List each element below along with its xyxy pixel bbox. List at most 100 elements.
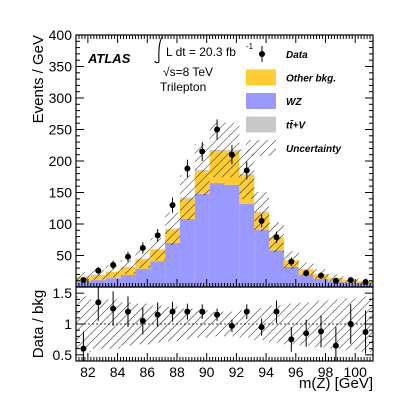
ratio-uncertainty-bin	[179, 308, 195, 340]
bar	[179, 218, 195, 287]
data-point	[80, 277, 87, 284]
marker	[199, 148, 206, 155]
legend-hatch-swatch	[246, 140, 276, 156]
y-tick-label: 400	[49, 27, 73, 43]
uncertainty-bin	[76, 271, 91, 282]
luminosity-unit-exponent: -1	[246, 42, 254, 51]
uncertainty-bin	[254, 192, 270, 232]
ratio-marker	[95, 299, 102, 306]
bar	[298, 275, 314, 287]
marker	[362, 278, 369, 285]
uncertainty-bin	[209, 122, 225, 178]
uncertainty-bin	[150, 237, 166, 261]
bar	[358, 283, 373, 287]
legend-label: Uncertainty	[286, 144, 341, 155]
ratio-uncertainty-bin	[90, 299, 106, 349]
ratio-point	[318, 315, 325, 348]
ratio-point	[95, 287, 102, 321]
bar	[343, 282, 359, 287]
ratio-point	[110, 291, 117, 326]
y-tick-label: 100	[49, 216, 73, 232]
uncertainty-bin	[194, 144, 210, 196]
x-axis: 82 84 86 88 90 92 94 96 98 100	[75, 35, 374, 380]
ratio-marker	[110, 305, 117, 312]
ratio-point	[214, 308, 221, 321]
ratio-marker	[80, 345, 87, 352]
ratio-marker	[243, 308, 250, 315]
series-wz	[76, 183, 373, 287]
data-point	[110, 260, 117, 270]
ratio-uncertainty-bin	[194, 310, 210, 338]
legend: Data Other bkg. WZ tt̄+V Uncertainty	[246, 46, 341, 156]
x-tick-label: 94	[258, 364, 274, 380]
ratio-marker	[184, 308, 191, 315]
marker	[95, 267, 102, 274]
channel-label: Trilepton	[160, 80, 206, 94]
bar	[254, 229, 270, 287]
marker	[154, 232, 161, 239]
luminosity-text: L dt = 20.3 fb	[166, 45, 236, 59]
bar	[209, 183, 225, 287]
main-panel: 50 100 150 200 250 300 350 400	[49, 27, 374, 288]
integral-sign	[154, 36, 164, 64]
ratio-panel: 0.5 1 1.5 82 84 86 88 90 92 94 96 98 100	[53, 35, 374, 380]
data-point	[124, 251, 131, 262]
data-point	[228, 145, 235, 165]
legend-label: tt̄+V	[286, 120, 307, 132]
marker	[228, 151, 235, 158]
marker	[332, 277, 339, 284]
x-tick-label: 90	[199, 364, 215, 380]
uncertainty-bin	[105, 265, 121, 278]
ratio-marker	[199, 308, 206, 315]
marker	[258, 217, 265, 224]
ratio-point	[332, 327, 339, 361]
ratio-points	[80, 287, 369, 361]
ratio-y-tick-label: 0.5	[53, 347, 73, 363]
data-point	[273, 231, 280, 243]
ratio-marker	[347, 321, 354, 327]
bar	[120, 275, 136, 287]
marker	[139, 244, 146, 251]
data-point	[243, 161, 250, 180]
x-tick-label: 84	[110, 364, 126, 380]
marker	[184, 165, 191, 172]
ratio-marker	[332, 342, 339, 349]
legend-item: tt̄+V	[246, 116, 307, 133]
x-axis-label: m(Z) [GeV]	[299, 375, 373, 392]
ratio-marker	[288, 336, 295, 343]
data-point	[332, 277, 339, 284]
uncertainty-bin	[179, 175, 195, 220]
ratio-uncertainty-bin	[239, 310, 255, 338]
ratio-point	[169, 301, 176, 322]
bar	[194, 193, 210, 287]
y-tick-label: 50	[56, 248, 72, 264]
legend-swatch	[246, 93, 276, 109]
bar	[239, 203, 255, 287]
legend-label: Other bkg.	[286, 74, 336, 85]
ratio-point	[243, 304, 250, 320]
ratio-marker	[318, 328, 325, 335]
data-point	[214, 119, 221, 140]
ratio-point	[347, 304, 354, 344]
ratio-point	[139, 307, 146, 335]
ratio-marker	[362, 329, 369, 336]
marker	[124, 253, 131, 260]
legend-item: WZ	[246, 93, 302, 109]
uncertainty-bin	[165, 212, 180, 246]
y-tick-label: 300	[49, 90, 73, 106]
data-point	[288, 257, 295, 267]
bar	[269, 250, 284, 287]
ratio-point	[303, 319, 310, 347]
bar	[135, 268, 151, 287]
ratio-y-tick-label: 1.5	[53, 285, 73, 301]
ratio-point	[154, 302, 161, 328]
y-axis-label-main: Events / GeV	[30, 35, 47, 123]
y-axis-label-ratio: Data / bkg	[30, 290, 47, 358]
ratio-marker	[303, 330, 310, 337]
data-point	[184, 159, 191, 178]
x-tick-label: 88	[169, 364, 185, 380]
legend-item: Other bkg.	[246, 69, 336, 86]
marker	[347, 277, 354, 284]
ratio-y-axis: 0.5 1 1.5	[53, 285, 373, 363]
